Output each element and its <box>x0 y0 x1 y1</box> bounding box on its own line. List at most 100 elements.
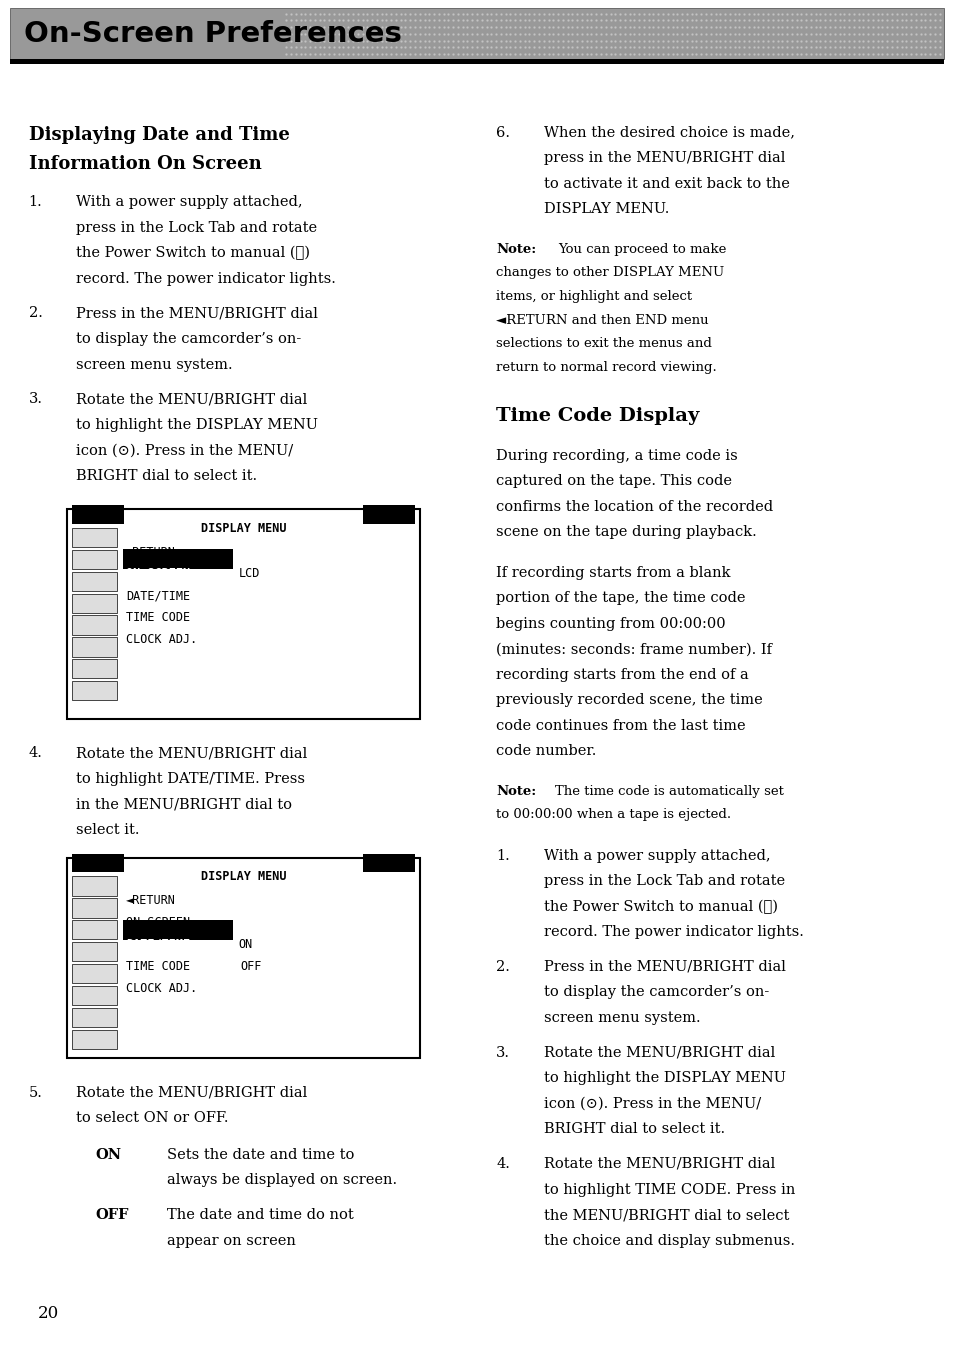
Point <box>288 23 303 45</box>
Point <box>412 37 427 58</box>
Text: the Power Switch to manual (ⓔ): the Power Switch to manual (ⓔ) <box>76 246 310 261</box>
Point <box>388 30 403 51</box>
Point <box>798 23 813 45</box>
Point <box>502 43 517 65</box>
Point <box>397 23 413 45</box>
Point <box>688 30 703 51</box>
Point <box>540 23 556 45</box>
Text: press in the Lock Tab and rotate: press in the Lock Tab and rotate <box>76 220 317 235</box>
Point <box>407 3 422 24</box>
Point <box>693 30 708 51</box>
Point <box>798 43 813 65</box>
Point <box>383 30 398 51</box>
Text: The date and time do not: The date and time do not <box>167 1209 354 1222</box>
Point <box>679 43 694 65</box>
Point <box>550 16 565 38</box>
Point <box>512 3 527 24</box>
Point <box>669 43 684 65</box>
Point <box>621 16 637 38</box>
Text: On-Screen Preferences: On-Screen Preferences <box>24 20 401 47</box>
Point <box>583 3 598 24</box>
Point <box>617 43 632 65</box>
Point <box>860 3 875 24</box>
Point <box>550 23 565 45</box>
Point <box>712 23 727 45</box>
Point <box>521 16 537 38</box>
Point <box>293 43 308 65</box>
Point <box>440 30 456 51</box>
Point <box>869 30 884 51</box>
Point <box>798 3 813 24</box>
Point <box>364 43 379 65</box>
Point <box>531 16 546 38</box>
Point <box>536 16 551 38</box>
Point <box>474 23 489 45</box>
Point <box>436 3 451 24</box>
Bar <box>71 594 117 612</box>
Point <box>359 9 375 31</box>
Point <box>540 3 556 24</box>
Point <box>721 9 737 31</box>
Point <box>836 23 851 45</box>
Point <box>802 16 818 38</box>
Point <box>836 43 851 65</box>
Point <box>345 16 360 38</box>
Point <box>555 9 570 31</box>
Point <box>359 30 375 51</box>
Point <box>421 30 436 51</box>
Point <box>293 37 308 58</box>
Text: appear on screen: appear on screen <box>167 1233 295 1248</box>
Point <box>497 30 513 51</box>
Point <box>702 43 718 65</box>
Text: begins counting from 00:00:00: begins counting from 00:00:00 <box>496 617 725 631</box>
Point <box>631 43 646 65</box>
Text: Rotate the MENU/BRIGHT dial: Rotate the MENU/BRIGHT dial <box>543 1157 774 1171</box>
Point <box>402 9 417 31</box>
Point <box>898 9 913 31</box>
Text: ON: ON <box>238 938 253 950</box>
Point <box>760 16 775 38</box>
Point <box>698 43 713 65</box>
Point <box>783 16 799 38</box>
Point <box>683 23 699 45</box>
Point <box>483 23 498 45</box>
Point <box>764 23 780 45</box>
Point <box>836 16 851 38</box>
Point <box>416 3 432 24</box>
Point <box>531 37 546 58</box>
Point <box>731 30 746 51</box>
Point <box>502 30 517 51</box>
Point <box>607 37 622 58</box>
Point <box>350 9 365 31</box>
Point <box>698 30 713 51</box>
Text: icon (⊙). Press in the MENU/: icon (⊙). Press in the MENU/ <box>543 1096 760 1111</box>
Point <box>407 23 422 45</box>
Point <box>793 30 808 51</box>
Point <box>869 16 884 38</box>
Point <box>636 23 651 45</box>
Point <box>388 23 403 45</box>
Point <box>621 23 637 45</box>
Point <box>802 30 818 51</box>
Point <box>745 9 760 31</box>
Point <box>655 30 670 51</box>
Point <box>331 9 346 31</box>
Point <box>807 3 822 24</box>
Point <box>893 37 908 58</box>
Point <box>497 3 513 24</box>
Point <box>602 3 618 24</box>
Text: If recording starts from a blank: If recording starts from a blank <box>496 565 730 580</box>
Text: recording starts from the end of a: recording starts from the end of a <box>496 668 748 681</box>
Point <box>564 23 579 45</box>
Point <box>578 30 594 51</box>
Point <box>297 37 313 58</box>
Point <box>726 43 741 65</box>
Point <box>731 37 746 58</box>
Point <box>774 23 789 45</box>
Point <box>802 3 818 24</box>
Point <box>497 9 513 31</box>
Point <box>688 23 703 45</box>
Point <box>902 23 918 45</box>
Point <box>898 3 913 24</box>
Point <box>817 30 832 51</box>
